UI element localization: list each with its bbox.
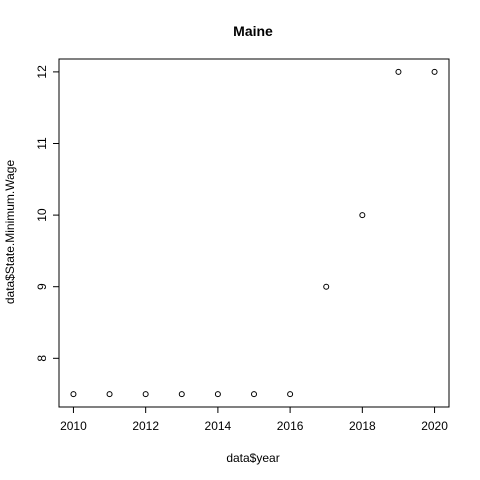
data-point xyxy=(179,392,184,397)
x-tick-label: 2020 xyxy=(421,419,448,433)
chart-title: Maine xyxy=(233,23,273,39)
data-point xyxy=(252,392,257,397)
data-point xyxy=(143,392,148,397)
y-axis-title: data$State.Minimum.Wage xyxy=(3,160,17,305)
data-point xyxy=(107,392,112,397)
data-point xyxy=(396,69,401,74)
x-axis-title: data$year xyxy=(226,451,279,465)
y-tick-label: 8 xyxy=(35,355,49,362)
plot-frame xyxy=(59,59,449,407)
data-point xyxy=(288,392,293,397)
data-point xyxy=(324,284,329,289)
data-point xyxy=(432,69,437,74)
x-tick-label: 2012 xyxy=(132,419,159,433)
y-tick-label: 9 xyxy=(35,283,49,290)
data-point xyxy=(360,213,365,218)
x-tick-label: 2014 xyxy=(205,419,232,433)
y-tick-label: 12 xyxy=(35,65,49,79)
x-tick-label: 2010 xyxy=(60,419,87,433)
y-axis: 8 9 10 11 12 xyxy=(35,65,59,362)
y-tick-label: 11 xyxy=(35,137,49,150)
x-axis: 2010 2012 2014 2016 2018 2020 xyxy=(60,407,448,433)
y-tick-label: 10 xyxy=(35,208,49,222)
data-point xyxy=(215,392,220,397)
x-tick-label: 2016 xyxy=(277,419,304,433)
x-tick-label: 2018 xyxy=(349,419,376,433)
data-points xyxy=(71,69,437,396)
data-point xyxy=(71,392,76,397)
